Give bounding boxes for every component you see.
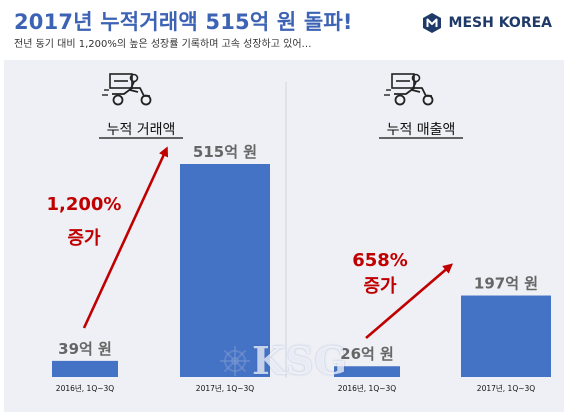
growth-percent: 1,200% (47, 194, 122, 215)
watermark-text: KSG (252, 338, 348, 383)
bar-value-label: 197억 원 (474, 275, 538, 293)
chart-title: 누적 거래액 (107, 122, 176, 138)
bar (334, 366, 400, 377)
delivery-scooter-icon (101, 73, 152, 106)
category-label: 2017년, 1Q~3Q (477, 383, 535, 393)
bar-value-label: 515억 원 (193, 143, 257, 161)
bar (52, 360, 118, 377)
mesh-korea-logo-icon (422, 13, 441, 33)
delivery-scooter-icon (383, 73, 434, 106)
ship-wheel-icon (220, 345, 250, 376)
growth-arrow (82, 146, 169, 329)
growth-arrow (365, 263, 454, 339)
bar (461, 295, 551, 377)
growth-percent: 658% (352, 250, 408, 271)
bar-value-label: 39억 원 (58, 340, 112, 358)
growth-label: 증가 (363, 276, 397, 297)
brand-logo: MESH KOREA (421, 12, 552, 34)
bar (180, 164, 270, 377)
page-subtitle: 전년 동기 대비 1,200%의 높은 성장률 기록하며 고속 성장하고 있어… (14, 39, 312, 50)
bar-value-label: 26억 원 (340, 345, 394, 363)
category-label: 2016년, 1Q~3Q (56, 383, 114, 393)
brand-name: MESH KOREA (448, 15, 552, 31)
category-label: 2017년, 1Q~3Q (196, 383, 254, 393)
watermark: KSG (218, 338, 348, 383)
chart-title: 누적 매출액 (387, 122, 456, 138)
category-label: 2016년, 1Q~3Q (338, 383, 396, 393)
page-title: 2017년 누적거래액 515억 원 돌파! (14, 10, 353, 34)
chart-2: 누적 매출액 26억 원 2016년, 1Q~3Q 197억 원 2017년, 1Q~3… (334, 73, 551, 393)
growth-label: 증가 (67, 228, 101, 249)
chart-1: 누적 거래액 39억 원 2016년, 1Q~3Q 515억 원 2017년, 1Q~3… (47, 73, 270, 393)
